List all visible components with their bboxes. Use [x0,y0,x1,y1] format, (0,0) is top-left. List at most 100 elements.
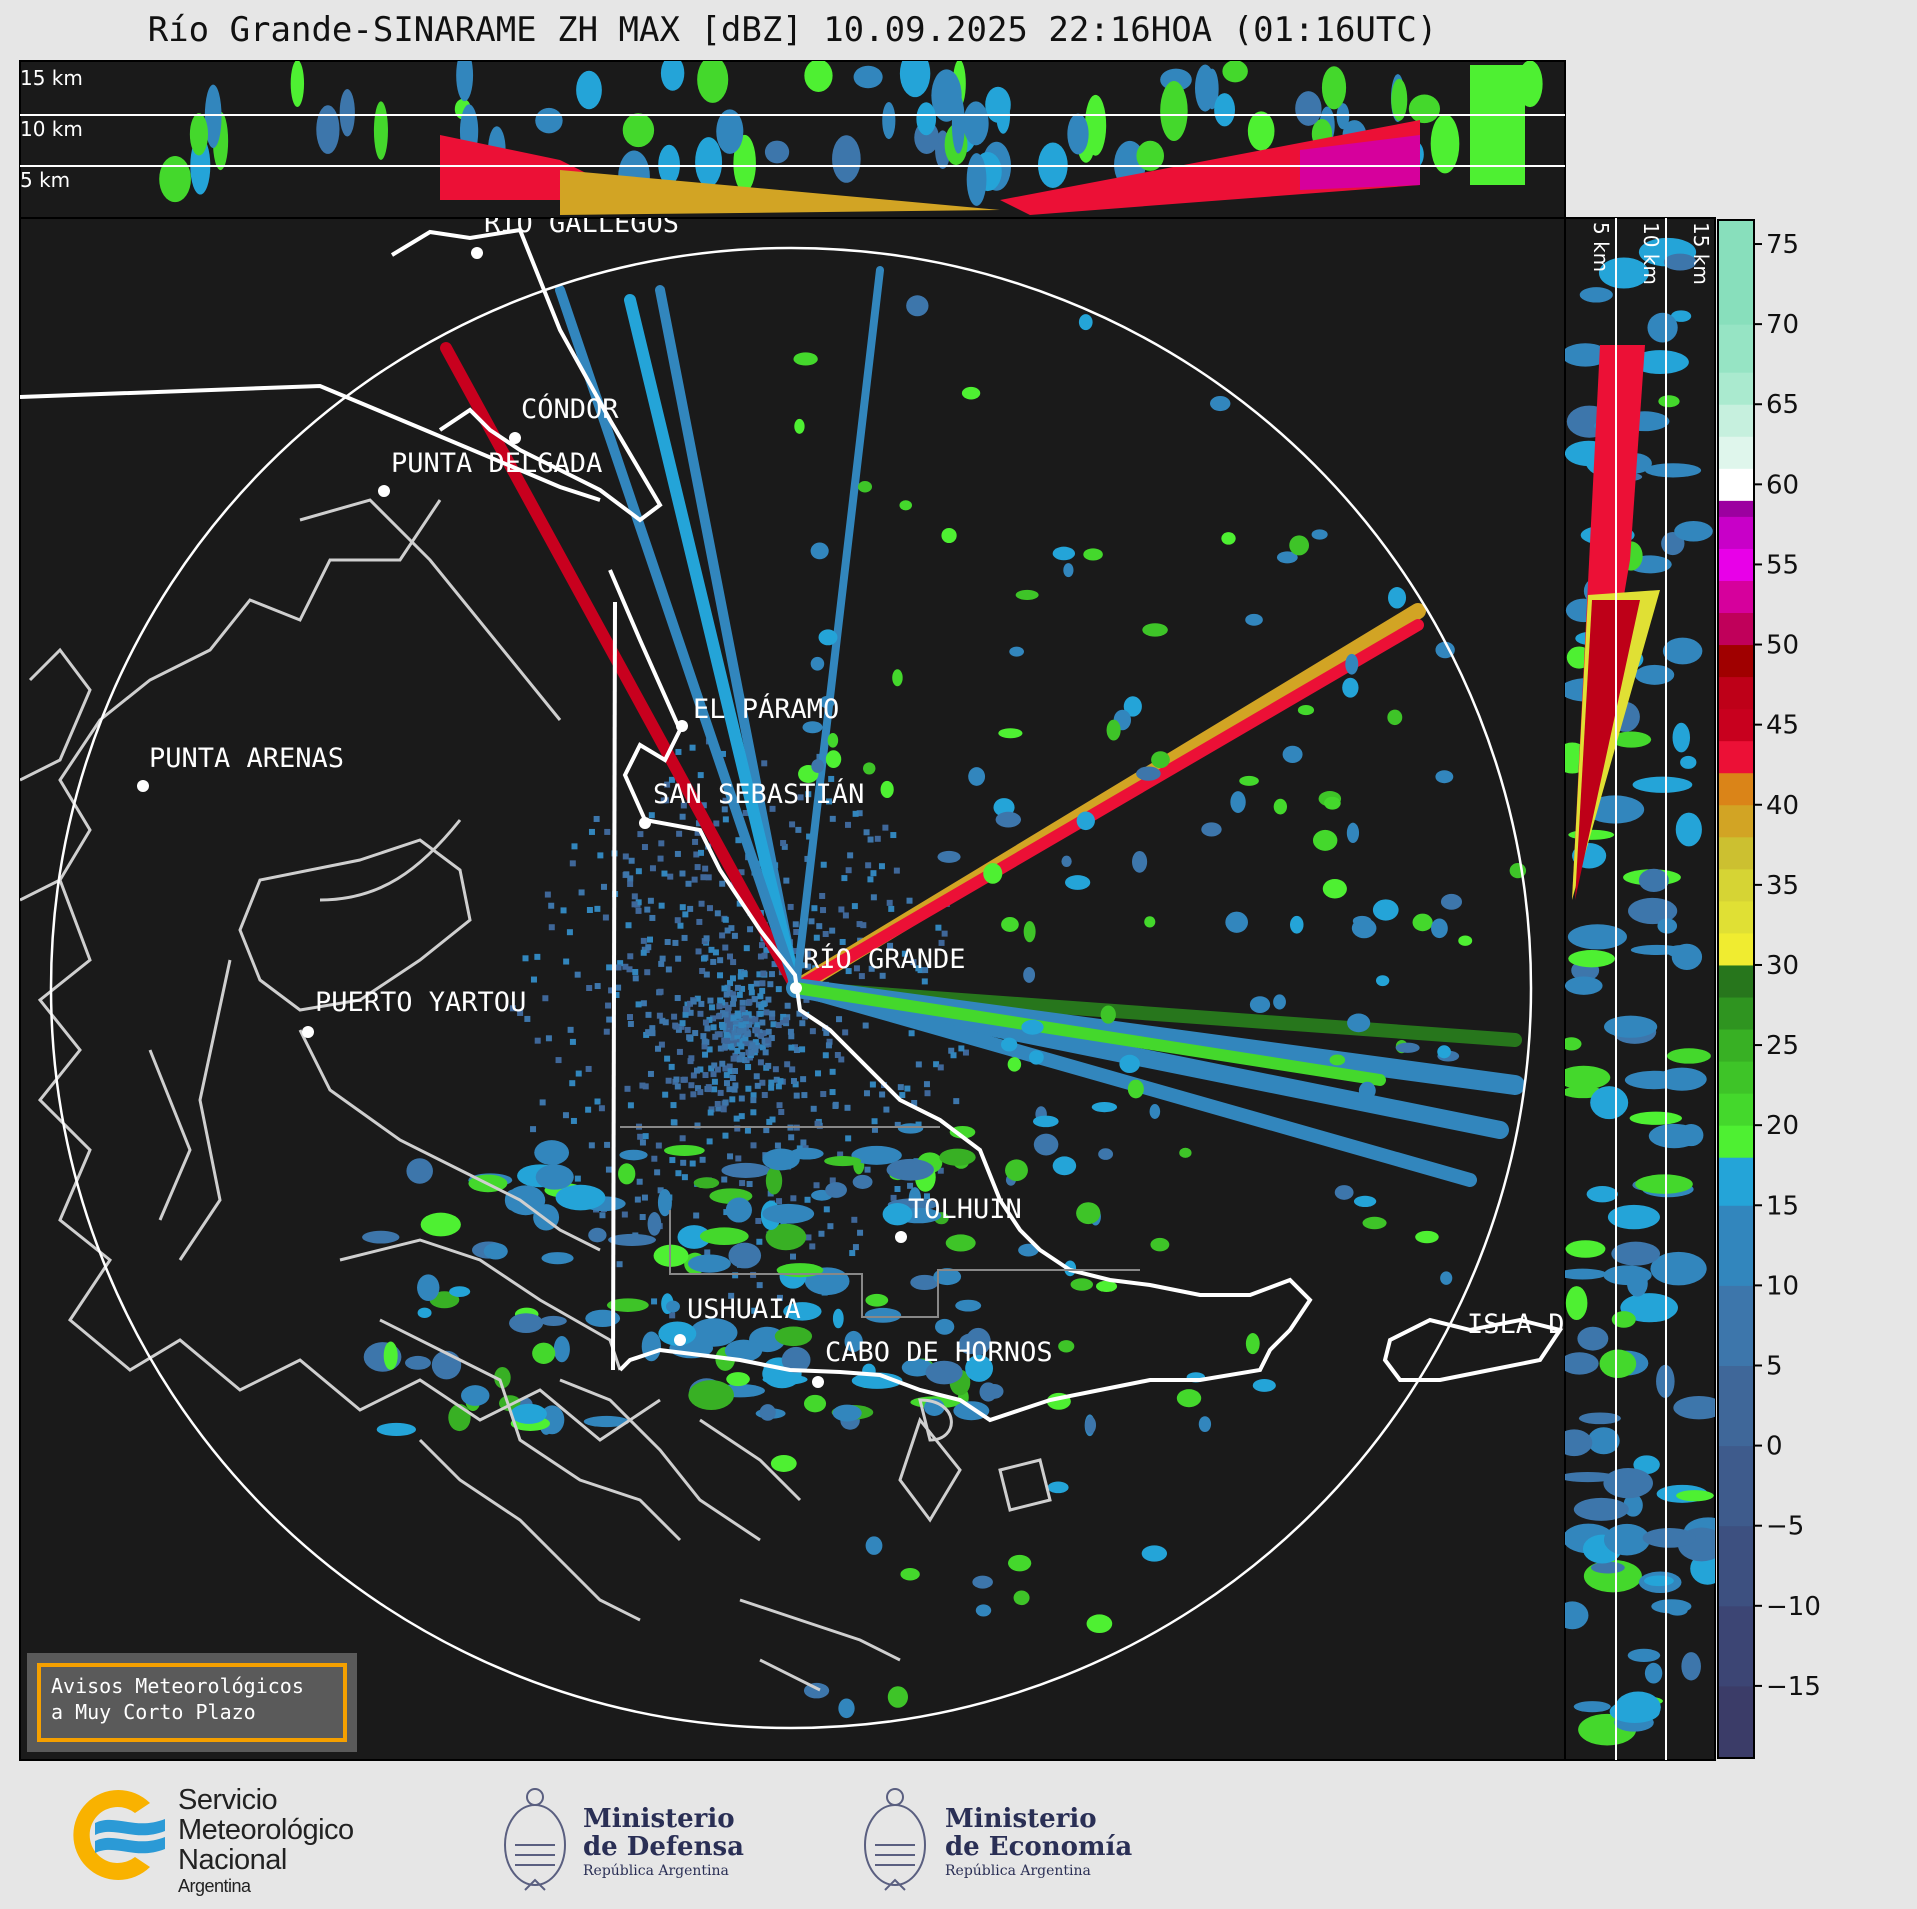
echo-pixel [670,1119,677,1126]
echo-pixel [734,1047,741,1054]
echo-cell [1627,1648,1661,1663]
echo-pixel [750,1109,757,1116]
colorbar-tick-label: 0 [1766,1432,1783,1462]
echo-pixel [882,824,889,831]
echo-pixel [730,991,737,998]
echo-pixel [539,1099,546,1106]
echo-pixel [841,875,848,882]
echo-pixel [731,1034,738,1041]
echo-pixel [708,1065,715,1072]
echo-pixel [672,939,679,946]
colorbar-tick-label: 60 [1766,470,1799,500]
echo-pixel [762,1049,769,1056]
radar-map[interactable]: RÍO GALLEGOS CÓNDOR PUNTA DELGADA EL PÁRAMO… [19,207,1566,1761]
echo-pixel [775,986,782,993]
echo-pixel [585,1065,592,1072]
echo-pixel [730,1015,737,1022]
echo-pixel [657,988,664,995]
coat-of-arms-icon [504,1788,566,1891]
smn-line: Argentina [178,1876,251,1896]
radar-beam [792,266,884,992]
echo-cell [963,101,989,146]
echo-pixel [863,1090,870,1097]
echo-cell [1221,532,1236,545]
echo-core [1000,120,1420,215]
echo-pixel [924,1090,931,1097]
echo-cell [535,1164,574,1190]
echo-cell [1663,253,1697,271]
echo-cell [1658,395,1680,408]
echo-cell [1225,911,1248,933]
echo-pixel [862,1022,869,1029]
colorbar-tick-label: 15 [1766,1191,1799,1221]
avisos-button[interactable]: Avisos Meteorológicos a Muy Corto Plazo [27,1653,357,1752]
echo-pixel [723,1031,730,1038]
echo-pixel [792,921,799,928]
echo-pixel [695,948,702,955]
echo-pixel [829,1089,836,1096]
echo-pixel [693,1067,700,1074]
coat-of-arms-icon [864,1788,926,1891]
echo-pixel [675,955,682,962]
echo-cell [1644,1575,1674,1587]
echo-cell [1435,641,1455,659]
echo-cell [1070,1278,1094,1291]
echo-pixel [722,1011,729,1018]
echo-pixel [681,1174,688,1181]
echo-pixel [726,1063,733,1070]
colorbar-bin [1718,1285,1754,1366]
echo-pixel [756,1282,763,1289]
echo-pixel [662,1091,669,1098]
echo-pixel [635,899,642,906]
echo-pixel [742,1015,749,1022]
echo-cell [417,1307,432,1319]
echo-cell [1642,1527,1697,1548]
echo-cell [1086,1614,1113,1634]
echo-pixel [748,989,755,996]
echo-cell [934,1318,955,1335]
echo-pixel [723,1026,730,1033]
echo-pixel [788,1044,795,1051]
echo-cell [1604,1015,1658,1038]
echo-pixel [800,1139,807,1146]
echo-pixel [727,1153,734,1160]
altitude-label: 15 km [1689,222,1713,285]
echo-cell [1084,94,1107,156]
echo-pixel [792,948,799,955]
echo-pixel [721,806,728,813]
echo-cell [781,1346,811,1373]
echo-pixel [842,912,849,919]
echo-pixel [890,832,897,839]
echo-cell [804,61,833,92]
echo-pixel [768,971,775,978]
echo-pixel [818,1230,825,1237]
echo-cell [933,1268,962,1286]
echo-pixel [739,999,746,1006]
echo-pixel [782,1017,789,1024]
echo-cell [1123,696,1142,717]
echo-pixel [733,1020,740,1027]
echo-pixel [915,1061,922,1068]
echo-cell [1032,1115,1059,1128]
echo-pixel [588,1142,595,1149]
echo-pixel [627,1102,634,1109]
echo-pixel [719,750,726,757]
echo-pixel [907,1182,914,1189]
echo-cell [1586,1186,1618,1203]
echo-pixel [745,1064,752,1071]
echo-cell [892,669,903,687]
city-marker [509,432,521,444]
echo-pixel [690,998,697,1005]
echo-pixel [698,900,705,907]
echo-pixel [732,1272,739,1279]
echo-pixel [941,930,948,937]
echo-pixel [731,932,738,939]
echo-cell [733,134,756,192]
echo-pixel [747,926,754,933]
echo-cell [1198,1416,1212,1433]
echo-cell [1273,798,1288,815]
echo-pixel [594,1098,601,1105]
city-label: RÍO GALLEGOS [484,207,679,239]
city-label: PUERTO YARTOU [315,987,526,1018]
